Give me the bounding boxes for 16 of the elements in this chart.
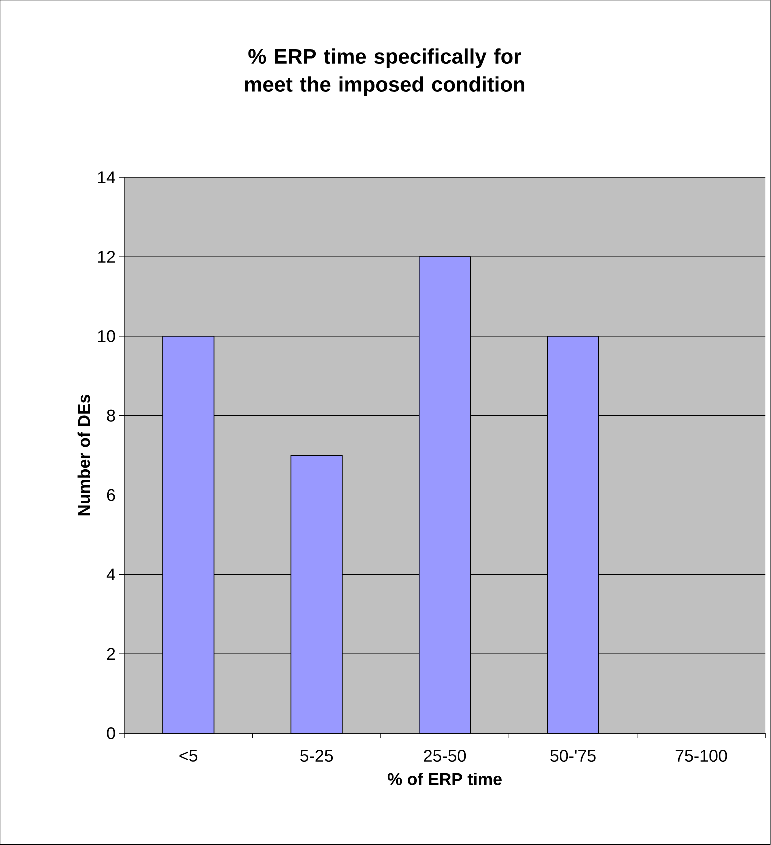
y-axis-title: Number of DEs xyxy=(78,394,90,516)
y-tick-label: 6 xyxy=(107,489,116,502)
y-tick-label: 14 xyxy=(98,172,116,184)
x-axis-title: % of ERP time xyxy=(388,772,502,786)
y-tick-label: 0 xyxy=(107,728,116,740)
y-tick-label: 12 xyxy=(98,251,116,263)
y-tick-label: 4 xyxy=(106,568,116,581)
x-tick-label: 75-100 xyxy=(676,750,728,762)
x-tick-label: <5 xyxy=(180,750,198,762)
chart-title: % ERP time specifically for meet the imposed condition xyxy=(245,48,525,96)
x-tick-label: 5-25 xyxy=(300,750,334,762)
y-tick-label: 8 xyxy=(107,410,116,422)
x-tick-label: 25-50 xyxy=(424,750,466,762)
x-tick-label: 50-'75 xyxy=(550,750,596,762)
y-tick-label: 10 xyxy=(98,330,116,342)
y-tick-label: 2 xyxy=(107,648,116,660)
